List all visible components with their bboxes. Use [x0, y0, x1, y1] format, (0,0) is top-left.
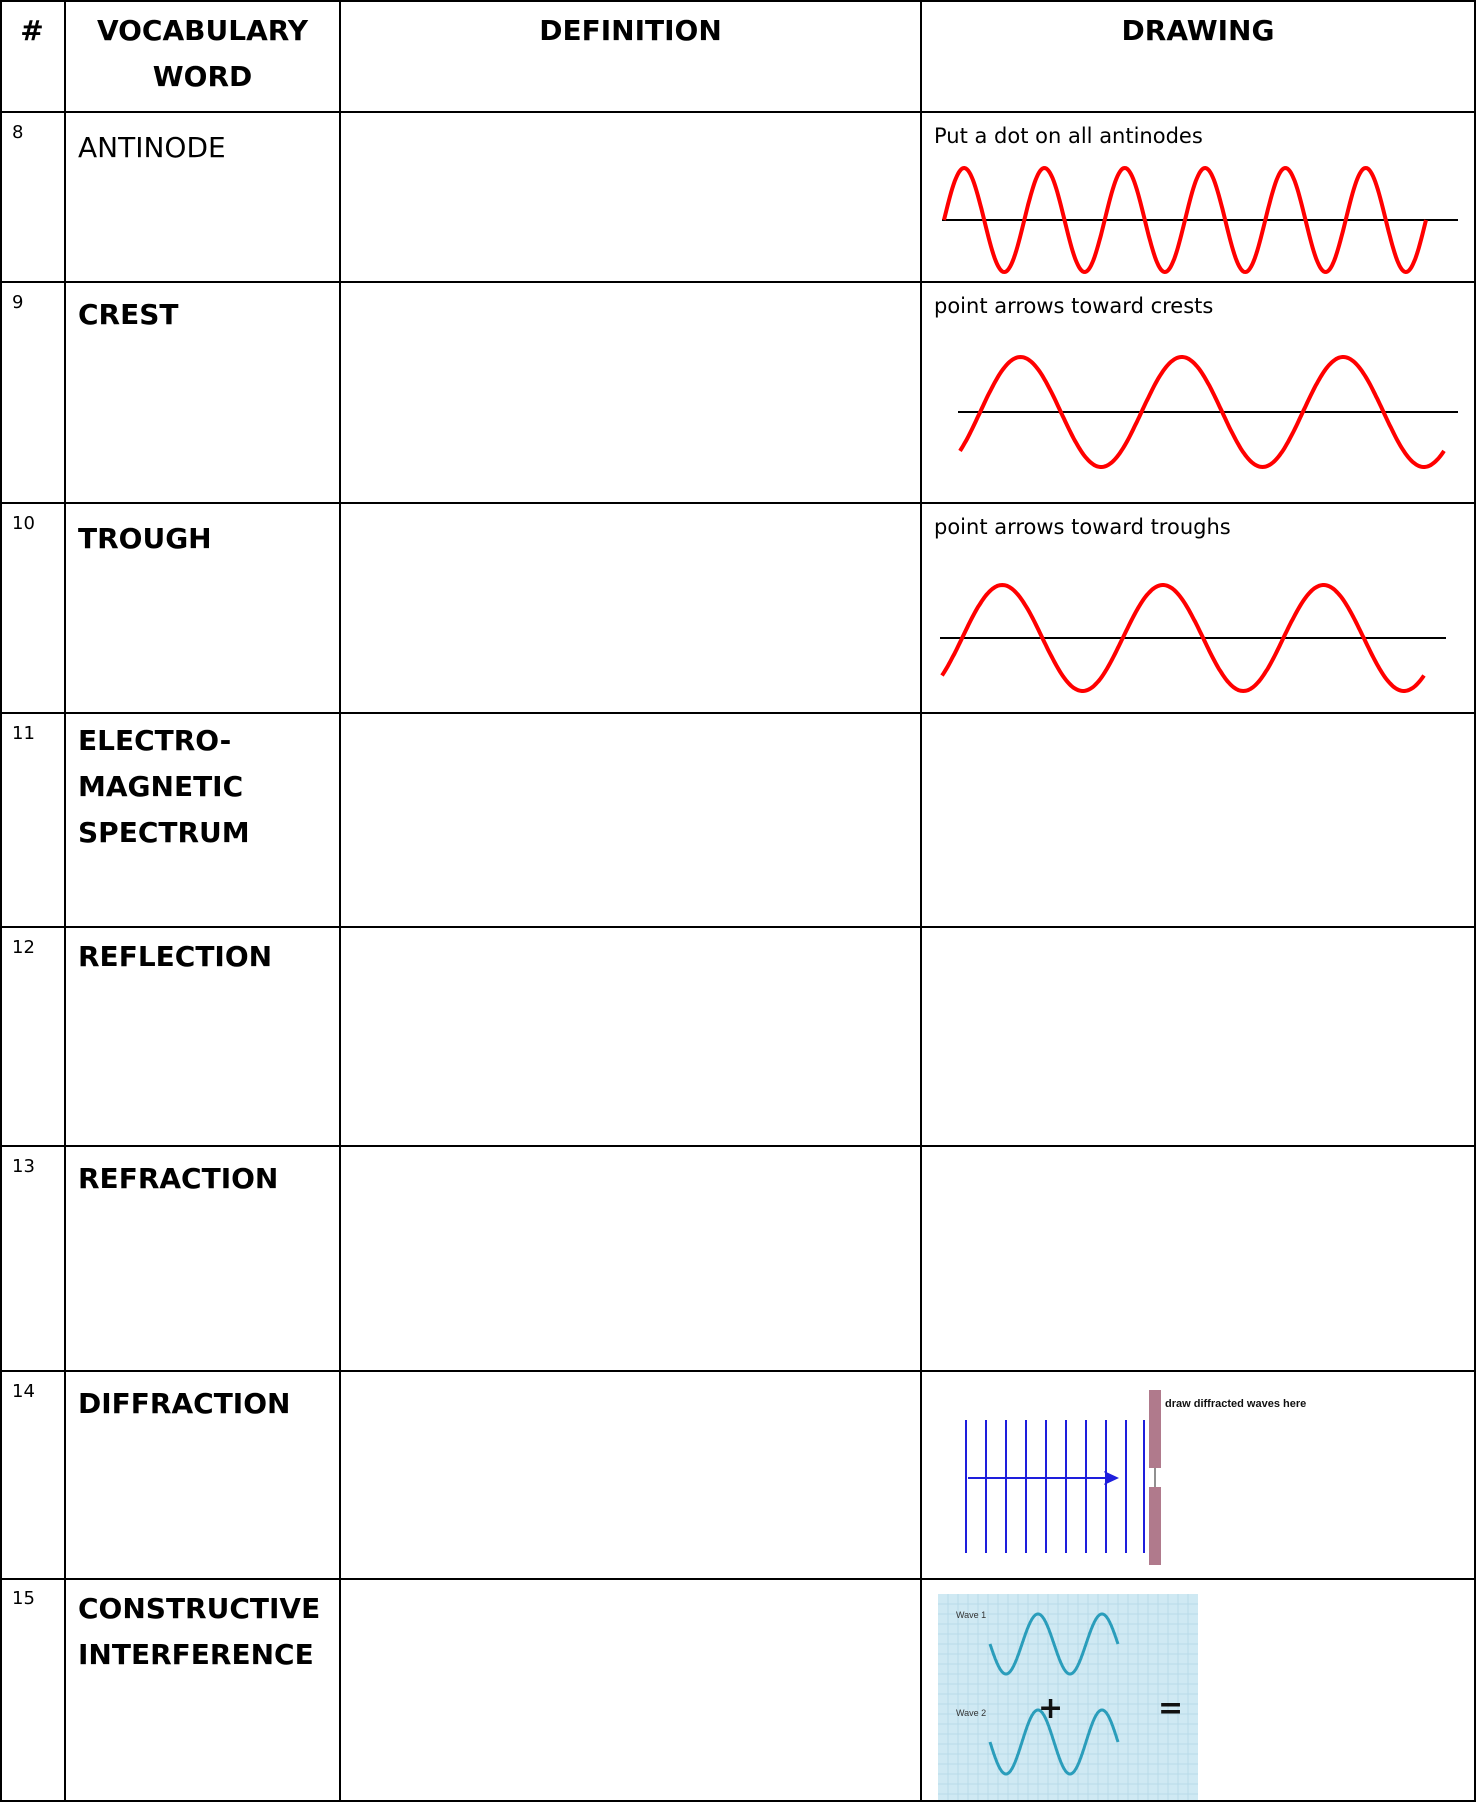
- column-divider: [64, 0, 66, 1802]
- row-number: 9: [12, 292, 24, 313]
- red-sine-wave: [942, 165, 1428, 275]
- equals-sign: =: [1158, 1691, 1183, 1726]
- header-number: #: [20, 14, 44, 47]
- sine-wave-graphic[interactable]: [940, 575, 1450, 705]
- definition-cell[interactable]: [341, 1147, 920, 1370]
- definition-cell[interactable]: [341, 283, 920, 502]
- row-number: 12: [12, 937, 35, 958]
- red-sine-wave: [940, 582, 1426, 694]
- barrier-upper: [1149, 1390, 1161, 1468]
- drawing-instruction: Put a dot on all antinodes: [934, 124, 1203, 148]
- row-number: 8: [12, 122, 24, 143]
- table-border-top: [0, 0, 1476, 2]
- diffraction-label: draw diffracted waves here: [1165, 1398, 1306, 1410]
- wave-2-curve: [988, 1708, 1120, 1776]
- definition-cell[interactable]: [341, 714, 920, 926]
- row-divider: [0, 281, 1476, 283]
- vocabulary-word: CREST: [78, 298, 179, 331]
- row-number: 11: [12, 723, 35, 744]
- row-divider: [0, 111, 1476, 113]
- definition-cell[interactable]: [341, 113, 920, 281]
- diffraction-graphic[interactable]: draw diffracted waves here: [950, 1385, 1350, 1575]
- column-divider: [920, 0, 922, 1802]
- wave-1-curve: [988, 1612, 1120, 1676]
- header-vocabulary-word: VOCABULARY WORD: [96, 14, 309, 93]
- row-divider: [0, 926, 1476, 928]
- drawing-cell[interactable]: [922, 714, 1474, 926]
- sine-wave-graphic[interactable]: [950, 345, 1460, 475]
- drawing-instruction: point arrows toward crests: [934, 294, 1214, 318]
- vocabulary-word: DIFFRACTION: [78, 1387, 291, 1420]
- row-number: 15: [12, 1588, 35, 1609]
- vocabulary-word: TROUGH: [78, 522, 212, 555]
- row-divider: [0, 712, 1476, 714]
- row-divider: [0, 502, 1476, 504]
- sine-wave-graphic[interactable]: [940, 160, 1460, 280]
- vocabulary-word: CONSTRUCTIVE INTERFERENCE: [78, 1592, 321, 1671]
- drawing-cell[interactable]: [922, 928, 1474, 1145]
- vocabulary-word: REFRACTION: [78, 1162, 279, 1195]
- header-definition: DEFINITION: [539, 14, 722, 47]
- definition-cell[interactable]: [341, 928, 920, 1145]
- definition-cell[interactable]: [341, 1372, 920, 1578]
- plus-sign: +: [1038, 1691, 1063, 1726]
- row-number: 13: [12, 1156, 35, 1177]
- row-number: 14: [12, 1381, 35, 1402]
- row-divider: [0, 1370, 1476, 1372]
- drawing-cell[interactable]: [922, 1147, 1474, 1370]
- column-divider: [339, 0, 341, 1802]
- row-divider: [0, 1145, 1476, 1147]
- header-drawing: DRAWING: [1121, 14, 1275, 47]
- column-divider: [1474, 0, 1476, 1802]
- table-border-bottom: [0, 1800, 1476, 1802]
- definition-cell[interactable]: [341, 504, 920, 712]
- drawing-instruction: point arrows toward troughs: [934, 515, 1231, 539]
- red-sine-wave: [958, 354, 1446, 470]
- wave-2-label: Wave 2: [956, 1708, 986, 1718]
- row-divider: [0, 1578, 1476, 1580]
- arrowhead: [1104, 1471, 1119, 1485]
- definition-cell[interactable]: [341, 1580, 920, 1800]
- vocabulary-word: REFLECTION: [78, 940, 273, 973]
- wave-1-label: Wave 1: [956, 1610, 986, 1620]
- column-divider: [0, 0, 2, 1802]
- vocabulary-word: ELECTRO- MAGNETIC SPECTRUM: [78, 724, 250, 849]
- vocabulary-word: ANTINODE: [78, 131, 226, 164]
- interference-graphic[interactable]: Wave 1 Wave 2 + =: [938, 1594, 1198, 1800]
- row-number: 10: [12, 513, 35, 534]
- barrier-lower: [1149, 1487, 1161, 1565]
